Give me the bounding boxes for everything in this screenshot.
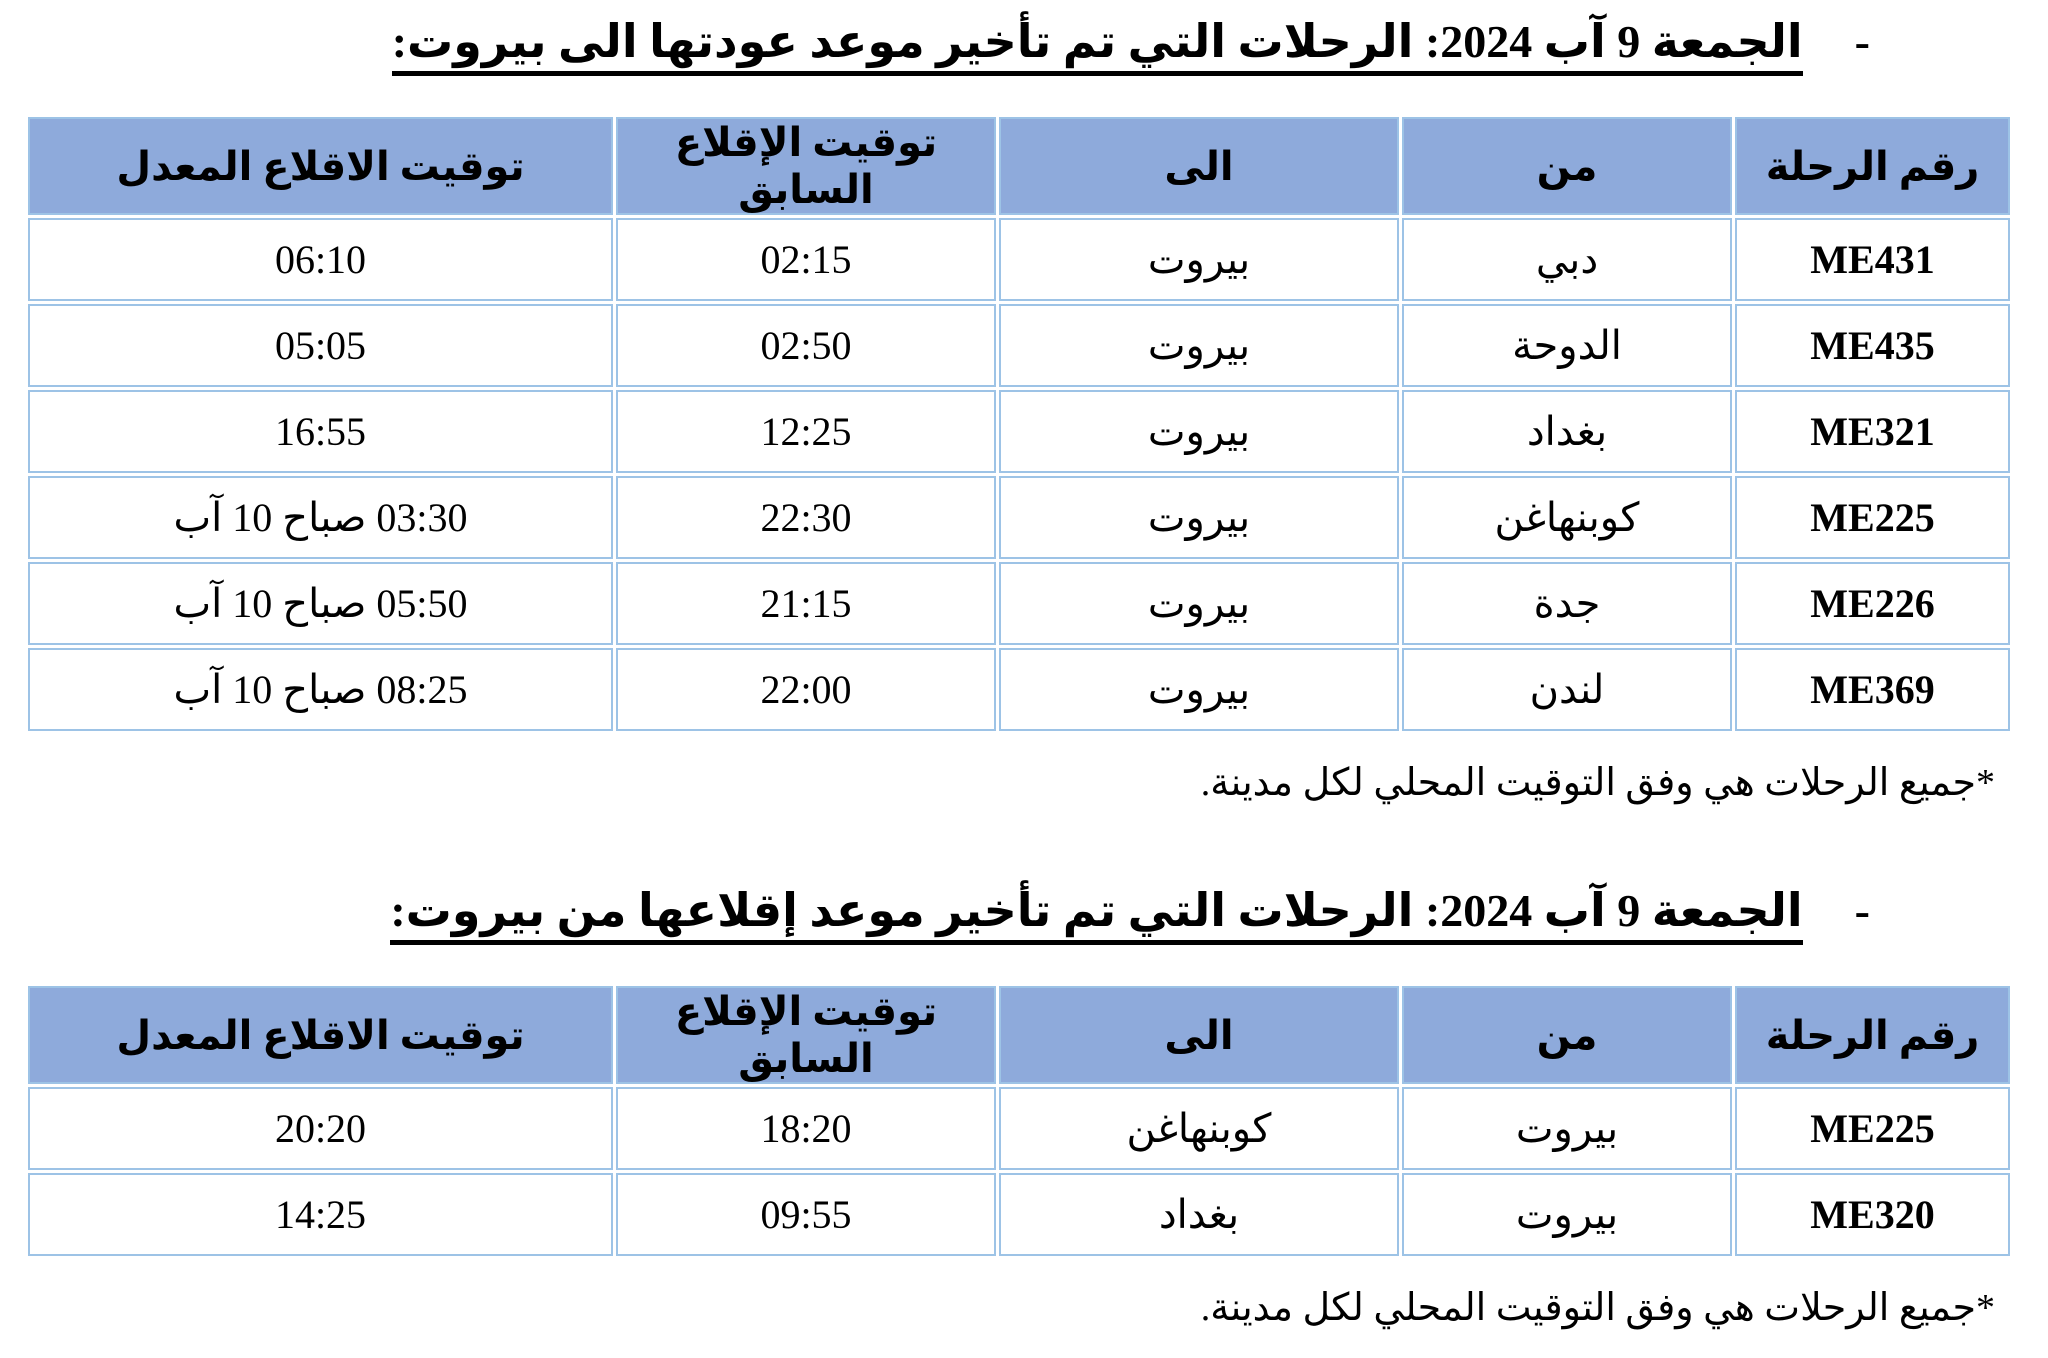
table-row: ME431 دبي بيروت 02:15 06:10: [28, 218, 2010, 301]
table-cell: لندن: [1402, 648, 1732, 731]
table-cell: 06:10: [28, 218, 613, 301]
delayed-return-flights-table: رقم الرحلة من الى توقيت الإقلاع السابق توقيت…: [25, 114, 2013, 734]
table-cell: بيروت: [1402, 1173, 1732, 1256]
table-cell: دبي: [1402, 218, 1732, 301]
column-header: توقيت الاقلاع المعدل: [28, 117, 613, 215]
table-cell: الدوحة: [1402, 304, 1732, 387]
table-cell: 09:55: [616, 1173, 996, 1256]
table-cell: 12:25: [616, 390, 996, 473]
list-dash: -: [1854, 16, 1870, 67]
section1-title: الجمعة 9 آب 2024: الرحلات التي تم تأخير …: [391, 14, 1803, 76]
column-header: توقيت الإقلاع السابق: [616, 986, 996, 1084]
column-header: رقم الرحلة: [1735, 986, 2010, 1084]
table-cell: جدة: [1402, 562, 1732, 645]
section2-title: الجمعة 9 آب 2024: الرحلات التي تم تأخير …: [390, 883, 1803, 945]
table-cell: 14:25: [28, 1173, 613, 1256]
table-cell: 22:30: [616, 476, 996, 559]
delayed-departure-flights-table: رقم الرحلة من الى توقيت الإقلاع السابق توقيت…: [25, 983, 2013, 1259]
table-cell: بغداد: [999, 1173, 1399, 1256]
table-cell: بيروت: [999, 218, 1399, 301]
table-cell: بيروت: [999, 562, 1399, 645]
table-cell: بيروت: [1402, 1087, 1732, 1170]
table-cell: بيروت: [999, 648, 1399, 731]
flight-number-cell: ME226: [1735, 562, 2010, 645]
table-cell: بيروت: [999, 476, 1399, 559]
table-cell: 18:20: [616, 1087, 996, 1170]
table-cell: كوبنهاغن: [1402, 476, 1732, 559]
table-row: ME226 جدة بيروت 21:15 05:50 صباح 10 آب: [28, 562, 2010, 645]
list-dash: -: [1854, 885, 1870, 936]
flight-number-cell: ME321: [1735, 390, 2010, 473]
flight-number-cell: ME369: [1735, 648, 2010, 731]
table-row: ME225 بيروت كوبنهاغن 18:20 20:20: [28, 1087, 2010, 1170]
flight-number-cell: ME320: [1735, 1173, 2010, 1256]
column-header: الى: [999, 986, 1399, 1084]
table-row: ME435 الدوحة بيروت 02:50 05:05: [28, 304, 2010, 387]
table-cell: 08:25 صباح 10 آب: [28, 648, 613, 731]
table-cell: 22:00: [616, 648, 996, 731]
flight-number-cell: ME431: [1735, 218, 2010, 301]
flight-number-cell: ME225: [1735, 1087, 2010, 1170]
table-cell: 21:15: [616, 562, 996, 645]
table-cell: 02:15: [616, 218, 996, 301]
column-header: من: [1402, 117, 1732, 215]
table-row: ME320 بيروت بغداد 09:55 14:25: [28, 1173, 2010, 1256]
section1-footnote: *جميع الرحلات هي وفق التوقيت المحلي لكل …: [1200, 762, 1995, 804]
header-row: رقم الرحلة من الى توقيت الإقلاع السابق توقيت…: [28, 117, 2010, 215]
table-cell: 05:05: [28, 304, 613, 387]
table-cell: كوبنهاغن: [999, 1087, 1399, 1170]
section2-footnote: *جميع الرحلات هي وفق التوقيت المحلي لكل …: [1200, 1287, 1995, 1329]
table-row: ME369 لندن بيروت 22:00 08:25 صباح 10 آب: [28, 648, 2010, 731]
column-header: من: [1402, 986, 1732, 1084]
table-cell: بيروت: [999, 304, 1399, 387]
column-header: توقيت الإقلاع السابق: [616, 117, 996, 215]
section2-title-row: - الجمعة 9 آب 2024: الرحلات التي تم تأخي…: [0, 883, 2048, 945]
table-cell: 20:20: [28, 1087, 613, 1170]
column-header: توقيت الاقلاع المعدل: [28, 986, 613, 1084]
flight-number-cell: ME435: [1735, 304, 2010, 387]
table-cell: بغداد: [1402, 390, 1732, 473]
table-cell: 03:30 صباح 10 آب: [28, 476, 613, 559]
table-row: ME225 كوبنهاغن بيروت 22:30 03:30 صباح 10 آب: [28, 476, 2010, 559]
header-row: رقم الرحلة من الى توقيت الإقلاع السابق توقيت…: [28, 986, 2010, 1084]
column-header: الى: [999, 117, 1399, 215]
table-cell: 16:55: [28, 390, 613, 473]
table-cell: 05:50 صباح 10 آب: [28, 562, 613, 645]
table-row: ME321 بغداد بيروت 12:25 16:55: [28, 390, 2010, 473]
column-header: رقم الرحلة: [1735, 117, 2010, 215]
table-cell: 02:50: [616, 304, 996, 387]
flight-number-cell: ME225: [1735, 476, 2010, 559]
table-cell: بيروت: [999, 390, 1399, 473]
section1-title-row: - الجمعة 9 آب 2024: الرحلات التي تم تأخي…: [0, 14, 2048, 76]
